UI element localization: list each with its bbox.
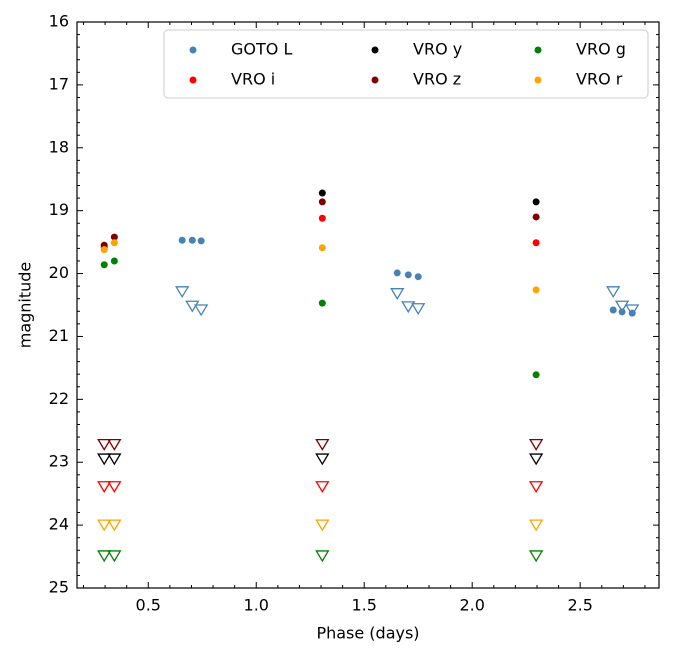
x-tick-label: 1.0 [244,596,269,615]
upper-limit [315,481,330,494]
point [393,269,401,277]
point [100,246,108,254]
point [532,286,540,294]
point [609,306,617,314]
upper-limit [315,550,330,563]
legend-label: VRO z [413,70,461,89]
upper-limit [107,481,122,494]
point [197,237,205,245]
y-tick-label: 25 [49,578,69,597]
upper-limit [528,438,544,451]
y-tick-label: 23 [49,452,69,471]
upper-limit [625,304,640,317]
legend-marker [534,76,542,84]
point [188,236,196,244]
point [404,271,412,279]
point [318,189,326,197]
upper-limit [606,286,621,299]
upper-limit [97,453,112,466]
upper-limit [315,519,330,532]
legend-label: GOTO L [231,40,292,59]
legend-label: VRO g [576,40,626,59]
upper-limit [411,303,426,316]
point [414,273,422,281]
upper-limit [107,519,122,532]
upper-limit [97,481,112,494]
legend-label: VRO i [231,70,275,89]
upper-limit [97,550,112,563]
x-tick-label: 0.5 [136,596,161,615]
legend-box [163,29,649,99]
upper-limit [528,519,544,532]
legend-label: VRO y [413,40,462,59]
upper-limit [194,304,209,317]
upper-limit [528,453,544,466]
y-tick-label: 24 [49,515,69,534]
point [532,213,540,221]
upper-limit [97,438,112,451]
upper-limit [175,286,190,299]
point [110,233,118,241]
y-tick-label: 22 [49,389,69,408]
point [318,198,326,206]
y-tick-label: 17 [49,74,69,93]
legend-marker [189,76,197,84]
upper-limit [107,550,122,563]
upper-limit [614,300,630,313]
x-axis-label: Phase (days) [316,624,419,643]
x-tick-label: 2.5 [567,596,592,615]
legend-marker [371,76,379,84]
x-tick-label: 1.5 [351,596,376,615]
upper-limit [528,550,544,563]
legend-marker [371,46,379,54]
upper-limit [315,438,330,451]
upper-limit [107,453,122,466]
upper-limit [390,288,405,300]
plot-frame [76,21,660,589]
legend-marker [534,46,542,54]
upper-limit [315,453,330,466]
point [318,244,326,252]
point [532,198,540,206]
point [618,308,626,316]
point [318,299,326,307]
upper-limit [107,438,122,451]
legend-label: VRO r [576,70,623,89]
point [110,239,118,247]
y-tick-label: 21 [49,326,69,345]
y-tick-label: 16 [49,12,69,31]
y-tick-label: 20 [49,263,69,282]
point [532,371,540,379]
point [100,261,108,269]
upper-limit [528,481,544,494]
point [532,239,540,247]
upper-limit [401,301,416,314]
upper-limit [97,519,112,532]
point [110,257,118,265]
y-axis-label: magnitude [16,262,35,349]
point [178,236,186,244]
point [318,214,326,222]
point [628,309,636,317]
y-tick-label: 18 [49,137,69,156]
y-tick-label: 19 [49,200,69,219]
x-tick-label: 2.0 [459,596,484,615]
legend-marker [189,46,197,54]
